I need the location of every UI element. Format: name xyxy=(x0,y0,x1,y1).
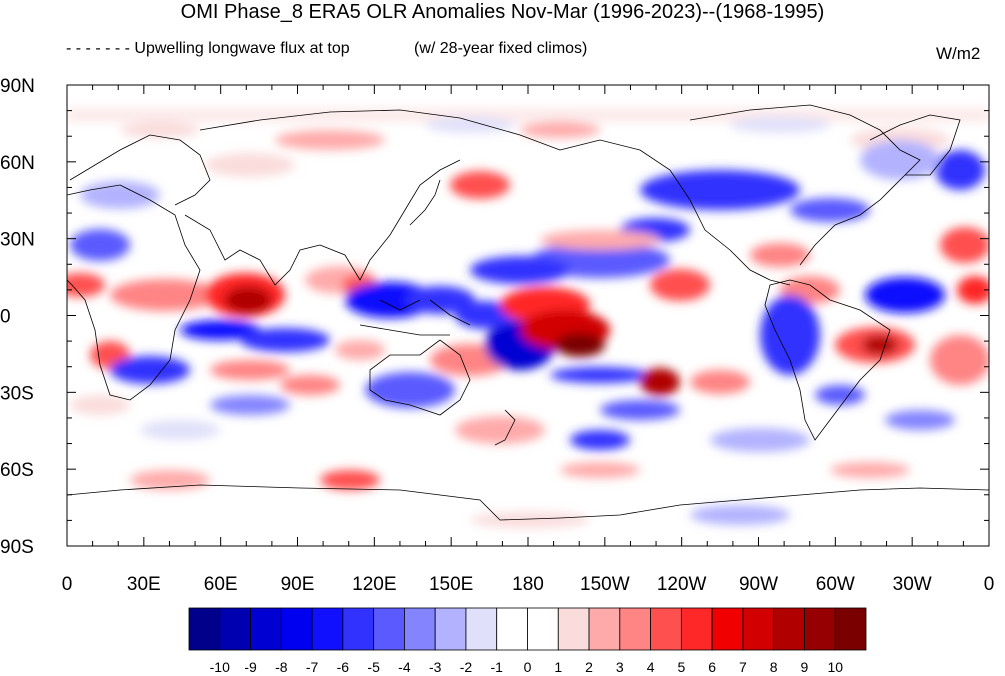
center-subtitle: (w/ 28-year fixed climos) xyxy=(414,40,588,57)
colorbar-swatch xyxy=(742,607,775,651)
colorbar-swatch xyxy=(465,607,498,651)
lon-tick-label: 90E xyxy=(281,574,315,595)
colorbar-label: -1 xyxy=(491,659,504,675)
colorbar-label: -3 xyxy=(429,659,442,675)
colorbar-label: -8 xyxy=(275,659,288,675)
colorbar-swatch xyxy=(434,607,467,651)
lat-tick-label: 30N xyxy=(0,230,35,251)
colorbar-swatch xyxy=(680,607,713,651)
lat-tick-label: 60N xyxy=(0,153,35,174)
lon-tick-label: 30W xyxy=(893,574,932,595)
colorbar-swatch xyxy=(588,607,621,651)
colorbar-label: -9 xyxy=(244,659,257,675)
axis-ticks xyxy=(66,84,990,547)
anomaly-field xyxy=(67,108,989,528)
colorbar-label: 2 xyxy=(585,659,593,675)
colorbar-swatch xyxy=(219,607,251,651)
colorbar-label: 6 xyxy=(708,659,716,675)
colorbar-label: 5 xyxy=(677,659,685,675)
lon-tick-label: 120W xyxy=(657,574,707,595)
colorbar-label: 0 xyxy=(524,659,532,675)
lon-tick-label: 60E xyxy=(204,574,238,595)
lat-tick-label: 90N xyxy=(0,76,35,97)
lon-tick-label: 0 xyxy=(62,574,73,595)
colorbar-swatch xyxy=(619,607,651,651)
units-label: W/m2 xyxy=(936,44,981,63)
lat-tick-label: 0 xyxy=(0,307,11,328)
colorbar-swatch xyxy=(404,607,436,651)
longitude-labels: 0 30E 60E 90E 120E 150E 180 150W 120W 90W 60W 30W 0 xyxy=(62,574,995,595)
colorbar xyxy=(188,607,867,651)
left-subtitle: - - - - - - - Upwelling longwave flux at… xyxy=(66,40,350,57)
coastlines xyxy=(67,104,989,521)
colorbar-swatch xyxy=(773,607,805,651)
colorbar-swatch xyxy=(527,607,559,651)
lon-tick-label: 150E xyxy=(429,574,473,595)
colorbar-swatch xyxy=(188,607,221,651)
colorbar-label: -10 xyxy=(210,659,230,675)
colorbar-label: -6 xyxy=(337,659,350,675)
plot-title: OMI Phase_8 ERA5 OLR Anomalies Nov-Mar (… xyxy=(180,1,825,23)
lon-tick-label: 60W xyxy=(816,574,855,595)
colorbar-swatch xyxy=(373,607,405,651)
colorbar-swatch xyxy=(557,607,590,651)
lon-tick-label: 0 xyxy=(984,574,995,595)
colorbar-label: -4 xyxy=(398,659,411,675)
colorbar-swatch xyxy=(804,607,836,651)
lon-tick-label: 90W xyxy=(739,574,778,595)
colorbar-swatch xyxy=(650,607,682,651)
map-border xyxy=(66,84,990,547)
lat-tick-label: 30S xyxy=(0,383,34,404)
lon-tick-label: 120E xyxy=(352,574,396,595)
colorbar-label: -2 xyxy=(460,659,473,675)
colorbar-label: 8 xyxy=(770,659,778,675)
map-frame xyxy=(67,85,989,546)
colorbar-swatch xyxy=(280,607,313,651)
lon-tick-label: 180 xyxy=(512,574,544,595)
colorbar-label: 9 xyxy=(801,659,809,675)
colorbar-label: 3 xyxy=(616,659,624,675)
lat-tick-label: 60S xyxy=(0,460,34,481)
colorbar-labels: -10 -9 -8 -7 -6 -5 -4 -3 -2 -1 0 1 2 3 4 5 6 7 8 9 10 xyxy=(210,659,844,675)
colorbar-swatch xyxy=(342,607,375,651)
colorbar-label: 10 xyxy=(827,659,843,675)
colorbar-label: -5 xyxy=(367,659,380,675)
colorbar-label: 1 xyxy=(554,659,562,675)
colorbar-label: -7 xyxy=(306,659,319,675)
colorbar-swatch xyxy=(250,607,282,651)
colorbar-swatch xyxy=(496,607,528,651)
colorbar-label: 4 xyxy=(647,659,655,675)
lon-tick-label: 30E xyxy=(127,574,161,595)
colorbar-swatch xyxy=(834,607,867,651)
colorbar-swatch xyxy=(311,607,344,651)
latitude-labels: 90N 60N 30N 0 30S 60S 90S xyxy=(0,76,35,558)
lat-tick-label: 90S xyxy=(0,537,34,558)
colorbar-swatch xyxy=(711,607,744,651)
lon-tick-label: 150W xyxy=(580,574,630,595)
colorbar-label: 7 xyxy=(739,659,747,675)
